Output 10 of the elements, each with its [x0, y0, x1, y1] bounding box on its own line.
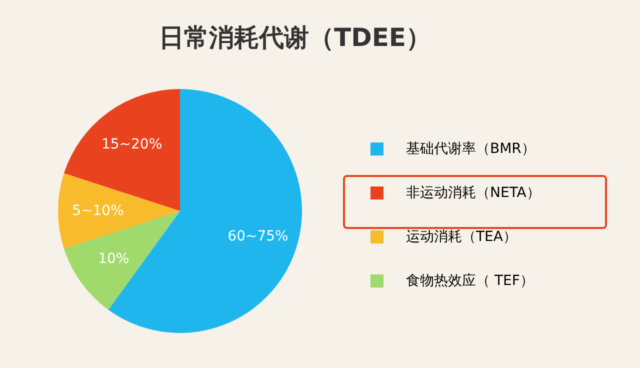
pie-slice [58, 173, 180, 249]
data-label: 15~20% [101, 136, 162, 153]
data-label: 5~10% [72, 203, 124, 219]
data-label: 60~75% [228, 228, 288, 244]
legend-label: 运动消耗（TEA） [406, 229, 517, 245]
data-label: 10% [98, 251, 130, 268]
legend-label: 食物热效应（ TEF） [406, 273, 534, 289]
legend-label: 基础代谢率（BMR） [406, 141, 536, 157]
legend-label: 非运动消耗（NETA） [406, 185, 540, 201]
chart-title: 日常消耗代谢（TDEE） [159, 23, 431, 52]
